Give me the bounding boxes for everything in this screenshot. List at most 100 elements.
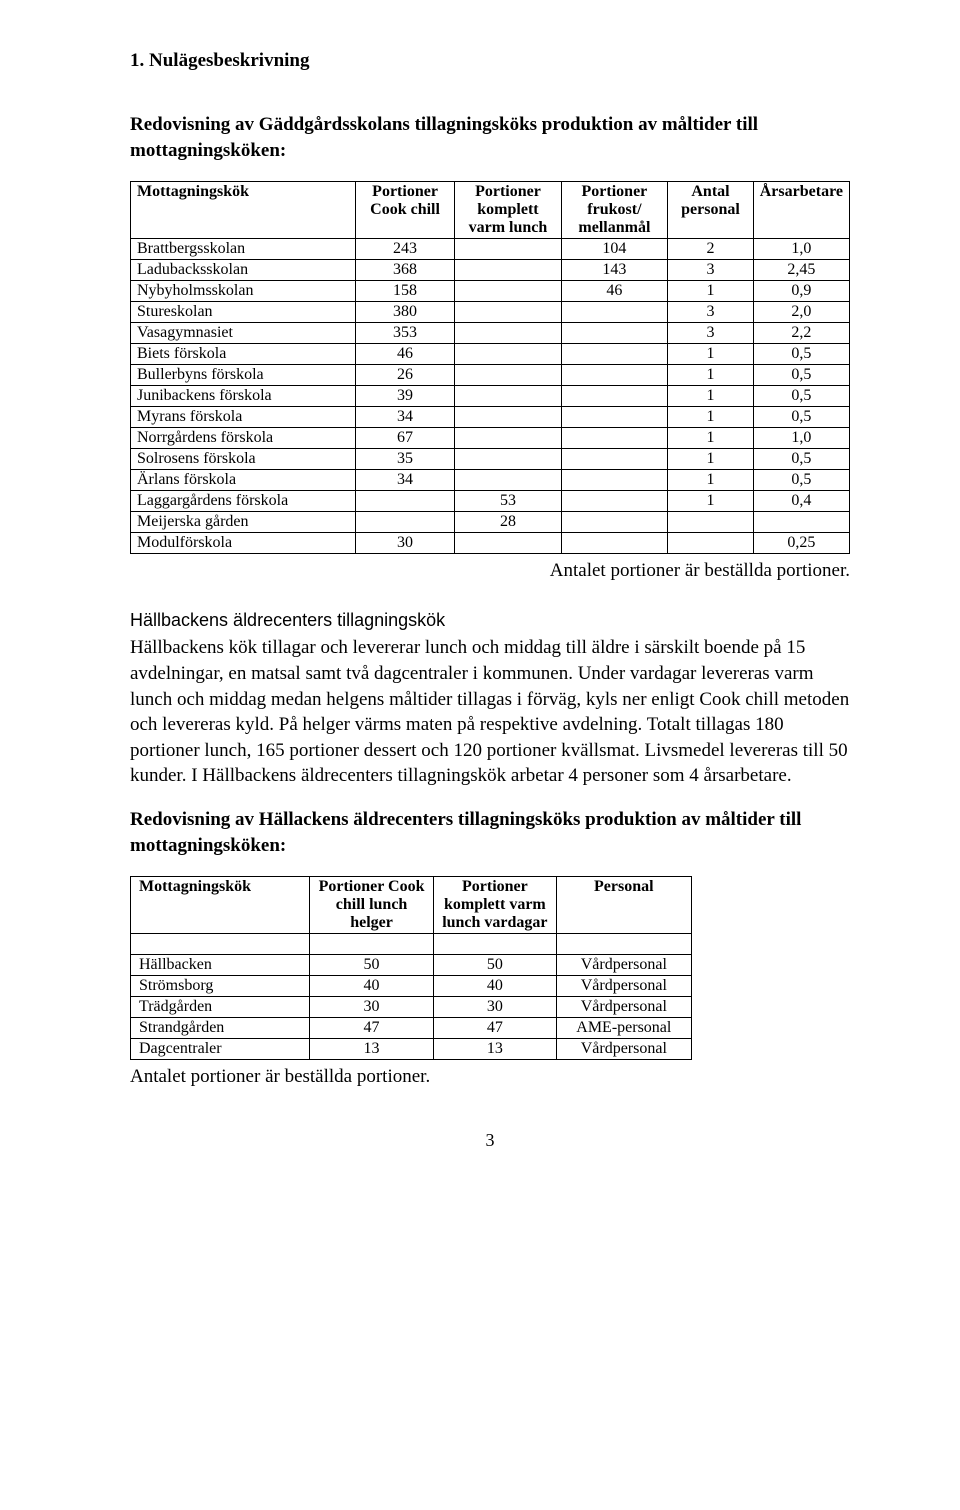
table-cell: [668, 512, 754, 533]
table-cell: 3: [668, 260, 754, 281]
table-row: Hällbacken5050Vårdpersonal: [131, 955, 692, 976]
table-cell: 380: [355, 302, 454, 323]
table-cell: [561, 512, 668, 533]
t2-h3: Personal: [557, 877, 692, 934]
production-table-1: Mottagningskök Portioner Cook chill Port…: [130, 181, 850, 554]
table1-caption: Antalet portioner är beställda portioner…: [130, 560, 850, 582]
table-cell: Vårdpersonal: [557, 1039, 692, 1060]
table-cell: [561, 470, 668, 491]
table-cell: 1,0: [753, 428, 849, 449]
table-cell: Vårdpersonal: [557, 976, 692, 997]
table-cell: Trädgården: [131, 997, 310, 1018]
table-cell: 0,5: [753, 407, 849, 428]
table-cell: 39: [355, 386, 454, 407]
table-cell: 1: [668, 281, 754, 302]
table-cell: 353: [355, 323, 454, 344]
table-cell: Brattbergsskolan: [131, 239, 356, 260]
table-row: [131, 934, 692, 955]
table-cell: 1: [668, 491, 754, 512]
table-cell: 1: [668, 344, 754, 365]
table-cell: 50: [310, 955, 433, 976]
table-cell: 26: [355, 365, 454, 386]
table-cell: 30: [355, 533, 454, 554]
t2-h2: Portioner komplett varm lunch vardagar: [433, 877, 556, 934]
table-cell: 46: [561, 281, 668, 302]
table-row: Nybyholmsskolan1584610,9: [131, 281, 850, 302]
table-cell: 53: [455, 491, 561, 512]
table-cell: [455, 386, 561, 407]
table-cell: 2,45: [753, 260, 849, 281]
table-cell: Dagcentraler: [131, 1039, 310, 1060]
t2-h1: Portioner Cook chill lunch helger: [310, 877, 433, 934]
table-row: Trädgården3030Vårdpersonal: [131, 997, 692, 1018]
table-cell: [455, 533, 561, 554]
table-cell: Strömsborg: [131, 976, 310, 997]
table-cell: 3: [668, 302, 754, 323]
t1-h0: Mottagningskök: [131, 182, 356, 239]
intro-heading: Redovisning av Gäddgårdsskolans tillagni…: [130, 112, 850, 163]
table-cell: 143: [561, 260, 668, 281]
table-cell: 2,2: [753, 323, 849, 344]
table-cell: 0,9: [753, 281, 849, 302]
production-table-2: Mottagningskök Portioner Cook chill lunc…: [130, 876, 692, 1060]
table-cell: 0,5: [753, 449, 849, 470]
table-cell: Vårdpersonal: [557, 955, 692, 976]
table-row: Norrgårdens förskola6711,0: [131, 428, 850, 449]
table-cell: Meijerska gården: [131, 512, 356, 533]
table-cell: Ladubacksskolan: [131, 260, 356, 281]
table-cell: 30: [433, 997, 556, 1018]
table-cell: [310, 934, 433, 955]
table2-caption: Antalet portioner är beställda portioner…: [130, 1066, 850, 1088]
table-cell: [561, 365, 668, 386]
table-cell: [561, 491, 668, 512]
table-cell: [455, 260, 561, 281]
table-cell: 1: [668, 407, 754, 428]
table-row: Strömsborg4040Vårdpersonal: [131, 976, 692, 997]
table-cell: [561, 386, 668, 407]
table-cell: Modulförskola: [131, 533, 356, 554]
table-cell: Junibackens förskola: [131, 386, 356, 407]
table-cell: 67: [355, 428, 454, 449]
table-row: Biets förskola4610,5: [131, 344, 850, 365]
hallbacken-heading: Hällbackens äldrecenters tillagningskök: [130, 610, 850, 631]
table-row: Ärlans förskola3410,5: [131, 470, 850, 491]
table-cell: 0,25: [753, 533, 849, 554]
table-cell: 47: [310, 1018, 433, 1039]
table-cell: 1: [668, 365, 754, 386]
table-cell: 2: [668, 239, 754, 260]
table-cell: [561, 344, 668, 365]
table-cell: [561, 428, 668, 449]
table-cell: 158: [355, 281, 454, 302]
table-cell: [668, 533, 754, 554]
table-cell: 1: [668, 470, 754, 491]
table-cell: [455, 323, 561, 344]
table-cell: 2,0: [753, 302, 849, 323]
table-cell: 0,5: [753, 344, 849, 365]
table-row: Laggargårdens förskola5310,4: [131, 491, 850, 512]
section-heading: 1. Nulägesbeskrivning: [130, 50, 850, 72]
table-row: Vasagymnasiet35332,2: [131, 323, 850, 344]
table-cell: 40: [433, 976, 556, 997]
t2-h0: Mottagningskök: [131, 877, 310, 934]
table-cell: [355, 491, 454, 512]
table-cell: [753, 512, 849, 533]
table-cell: [455, 365, 561, 386]
page-number: 3: [130, 1130, 850, 1151]
table1-header-row: Mottagningskök Portioner Cook chill Port…: [131, 182, 850, 239]
table-row: Ladubacksskolan36814332,45: [131, 260, 850, 281]
table-cell: Ärlans förskola: [131, 470, 356, 491]
table-row: Dagcentraler1313Vårdpersonal: [131, 1039, 692, 1060]
table-cell: 40: [310, 976, 433, 997]
table-cell: 243: [355, 239, 454, 260]
table-cell: Stureskolan: [131, 302, 356, 323]
table-cell: 34: [355, 470, 454, 491]
table-cell: 46: [355, 344, 454, 365]
table-cell: 34: [355, 407, 454, 428]
table-cell: [455, 281, 561, 302]
table-cell: [561, 302, 668, 323]
table-cell: [557, 934, 692, 955]
table-row: Strandgården4747AME-personal: [131, 1018, 692, 1039]
hallbacken-body: Hällbackens kök tillagar och levererar l…: [130, 635, 850, 789]
table-row: Junibackens förskola3910,5: [131, 386, 850, 407]
table-cell: 28: [455, 512, 561, 533]
